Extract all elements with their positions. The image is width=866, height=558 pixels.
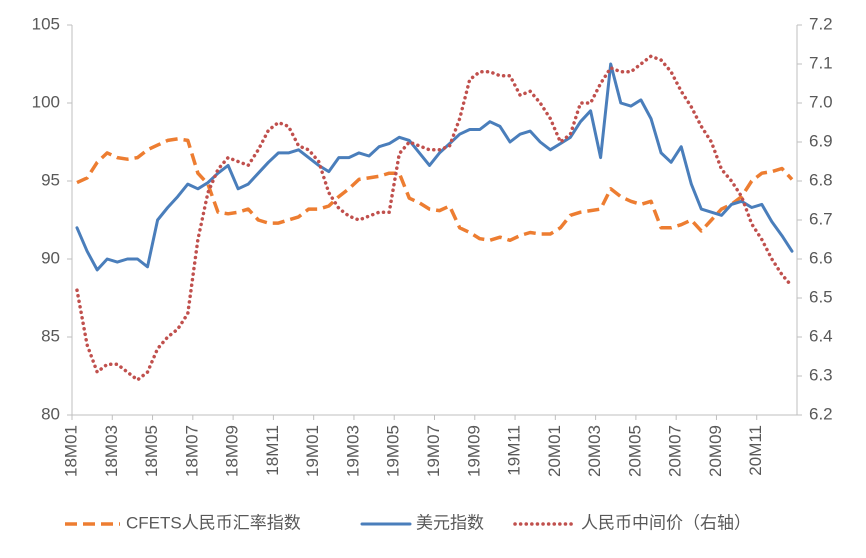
y2-tick-label: 6.2	[809, 404, 833, 423]
y2-tick-label: 6.5	[809, 287, 833, 306]
y2-tick-label: 7.1	[809, 53, 833, 72]
y2-tick-label: 7.2	[809, 14, 833, 33]
x-tick-label: 19M11	[505, 425, 524, 476]
y2-tick-label: 6.4	[809, 326, 833, 345]
y2-tick-label: 7.0	[809, 92, 833, 111]
y-tick-label: 80	[41, 404, 60, 423]
x-tick-label: 19M07	[424, 425, 443, 477]
x-tick-label: 19M09	[464, 425, 483, 477]
x-tick-label: 20M05	[625, 425, 644, 477]
x-tick-label: 18M01	[61, 425, 80, 477]
legend-label: 美元指数	[416, 513, 484, 532]
x-tick-label: 20M09	[706, 425, 725, 477]
x-tick-label: 18M09	[223, 425, 242, 477]
legend-label: 人民币中间价（右轴）	[581, 513, 751, 532]
y2-tick-label: 6.8	[809, 170, 833, 189]
x-tick-label: 19M03	[343, 425, 362, 477]
series-line	[75, 62, 794, 272]
x-tick-label: 18M03	[102, 425, 121, 477]
x-tick-label: 18M05	[142, 425, 161, 477]
y-tick-label: 100	[32, 92, 60, 111]
y2-tick-label: 6.7	[809, 209, 833, 228]
x-tick-label: 18M07	[182, 425, 201, 477]
y-tick-label: 95	[41, 170, 60, 189]
x-tick-label: 19M01	[303, 425, 322, 477]
series-line	[75, 54, 794, 382]
x-tick-label: 20M07	[666, 425, 685, 477]
y-tick-label: 105	[32, 14, 60, 33]
x-tick-label: 19M05	[384, 425, 403, 477]
y2-tick-label: 6.9	[809, 131, 833, 150]
legend-label: CFETS人民币汇率指数	[126, 513, 301, 532]
x-tick-label: 20M01	[545, 425, 564, 477]
x-tick-label: 20M11	[746, 425, 765, 476]
y2-tick-label: 6.6	[809, 248, 833, 267]
x-tick-label: 18M11	[263, 425, 282, 476]
x-tick-label: 20M03	[585, 425, 604, 477]
y-tick-label: 85	[41, 326, 60, 345]
y2-tick-label: 6.3	[809, 365, 833, 384]
y-tick-label: 90	[41, 248, 60, 267]
